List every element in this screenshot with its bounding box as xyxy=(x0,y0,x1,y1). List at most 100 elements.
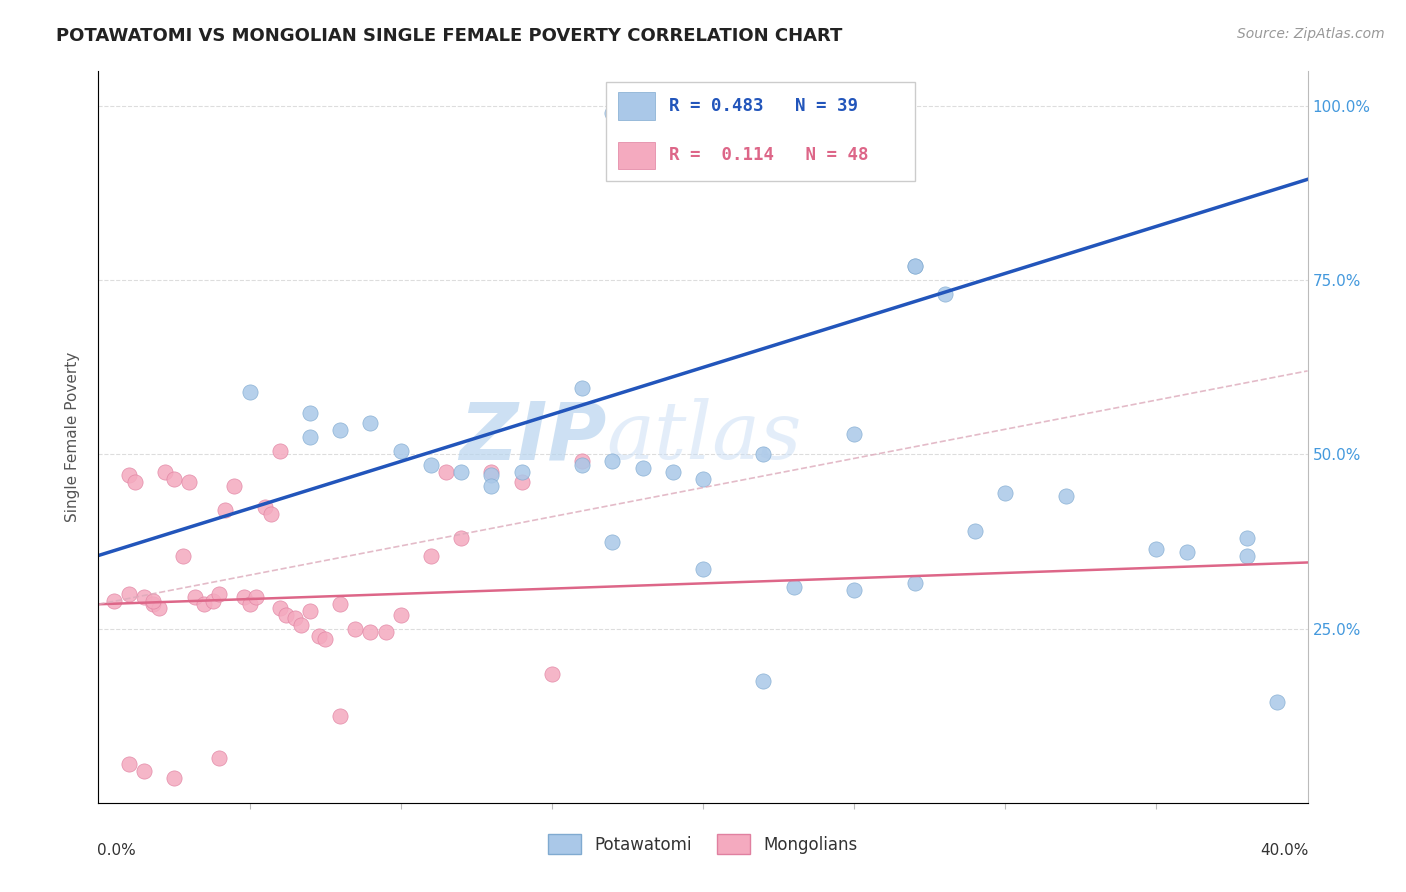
Point xyxy=(118,468,141,483)
Point xyxy=(142,597,165,611)
Legend: Potawatomi, Mongolians: Potawatomi, Mongolians xyxy=(541,828,865,860)
FancyBboxPatch shape xyxy=(619,92,655,120)
Point xyxy=(540,667,562,681)
Point xyxy=(299,430,322,444)
Point xyxy=(284,611,307,625)
Text: POTAWATOMI VS MONGOLIAN SINGLE FEMALE POVERTY CORRELATION CHART: POTAWATOMI VS MONGOLIAN SINGLE FEMALE PO… xyxy=(56,27,842,45)
Point xyxy=(329,423,352,437)
Point xyxy=(450,465,472,479)
Text: Source: ZipAtlas.com: Source: ZipAtlas.com xyxy=(1237,27,1385,41)
FancyBboxPatch shape xyxy=(606,82,915,181)
Point xyxy=(434,465,457,479)
Point xyxy=(124,475,146,490)
Point xyxy=(692,562,714,576)
Text: atlas: atlas xyxy=(606,399,801,475)
Text: R = 0.483   N = 39: R = 0.483 N = 39 xyxy=(669,96,858,115)
Point xyxy=(571,454,593,468)
Point xyxy=(994,485,1017,500)
Point xyxy=(602,454,624,468)
Point xyxy=(904,260,927,274)
Point xyxy=(844,583,866,598)
Point xyxy=(571,458,593,472)
Point xyxy=(510,465,533,479)
Point xyxy=(965,524,987,538)
Point xyxy=(360,625,382,640)
Point xyxy=(752,110,775,124)
Point xyxy=(269,444,291,458)
Point xyxy=(148,600,170,615)
Point xyxy=(214,503,236,517)
Point xyxy=(481,468,503,483)
Point xyxy=(1236,549,1258,563)
Point xyxy=(193,597,215,611)
Point xyxy=(269,600,291,615)
Point xyxy=(661,465,683,479)
Point xyxy=(329,597,352,611)
Point xyxy=(179,475,201,490)
Point xyxy=(420,458,443,472)
Point xyxy=(904,260,927,274)
Point xyxy=(308,629,330,643)
Point xyxy=(172,549,194,563)
Point xyxy=(752,673,775,688)
Point xyxy=(329,708,352,723)
Point xyxy=(904,576,927,591)
Point xyxy=(163,772,186,786)
Point xyxy=(253,500,276,514)
Point xyxy=(245,591,267,605)
Point xyxy=(224,479,246,493)
Point xyxy=(389,444,412,458)
Point xyxy=(450,531,472,545)
Point xyxy=(1175,545,1198,559)
Point xyxy=(202,594,225,608)
Point xyxy=(142,594,165,608)
Text: 0.0%: 0.0% xyxy=(97,843,136,858)
Point xyxy=(1236,531,1258,545)
Point xyxy=(208,587,231,601)
Point xyxy=(1054,489,1077,503)
Point xyxy=(1144,541,1167,556)
FancyBboxPatch shape xyxy=(619,142,655,169)
Point xyxy=(208,750,231,764)
Point xyxy=(118,757,141,772)
Point xyxy=(239,597,262,611)
Point xyxy=(153,465,176,479)
Y-axis label: Single Female Poverty: Single Female Poverty xyxy=(65,352,80,522)
Point xyxy=(132,764,155,779)
Text: 40.0%: 40.0% xyxy=(1260,843,1309,858)
Point xyxy=(374,625,396,640)
Point xyxy=(314,632,336,646)
Point xyxy=(602,106,624,120)
Point xyxy=(844,426,866,441)
Point xyxy=(239,384,262,399)
Point xyxy=(631,461,654,475)
Point xyxy=(783,580,806,594)
Point xyxy=(723,106,745,120)
Point xyxy=(274,607,297,622)
Point xyxy=(163,472,186,486)
Point xyxy=(602,534,624,549)
Point xyxy=(132,591,155,605)
Point xyxy=(1267,695,1289,709)
Point xyxy=(299,604,322,618)
Point xyxy=(420,549,443,563)
Point xyxy=(389,607,412,622)
Point xyxy=(481,479,503,493)
Point xyxy=(360,416,382,430)
Point xyxy=(481,465,503,479)
Point xyxy=(752,448,775,462)
Point xyxy=(934,287,956,301)
Text: ZIP: ZIP xyxy=(458,398,606,476)
Point xyxy=(510,475,533,490)
Point xyxy=(344,622,367,636)
Point xyxy=(571,381,593,395)
Point xyxy=(290,618,312,632)
Point xyxy=(260,507,283,521)
Text: R =  0.114   N = 48: R = 0.114 N = 48 xyxy=(669,146,869,164)
Point xyxy=(118,587,141,601)
Point xyxy=(692,472,714,486)
Point xyxy=(299,406,322,420)
Point xyxy=(103,594,125,608)
Point xyxy=(184,591,207,605)
Point xyxy=(232,591,254,605)
